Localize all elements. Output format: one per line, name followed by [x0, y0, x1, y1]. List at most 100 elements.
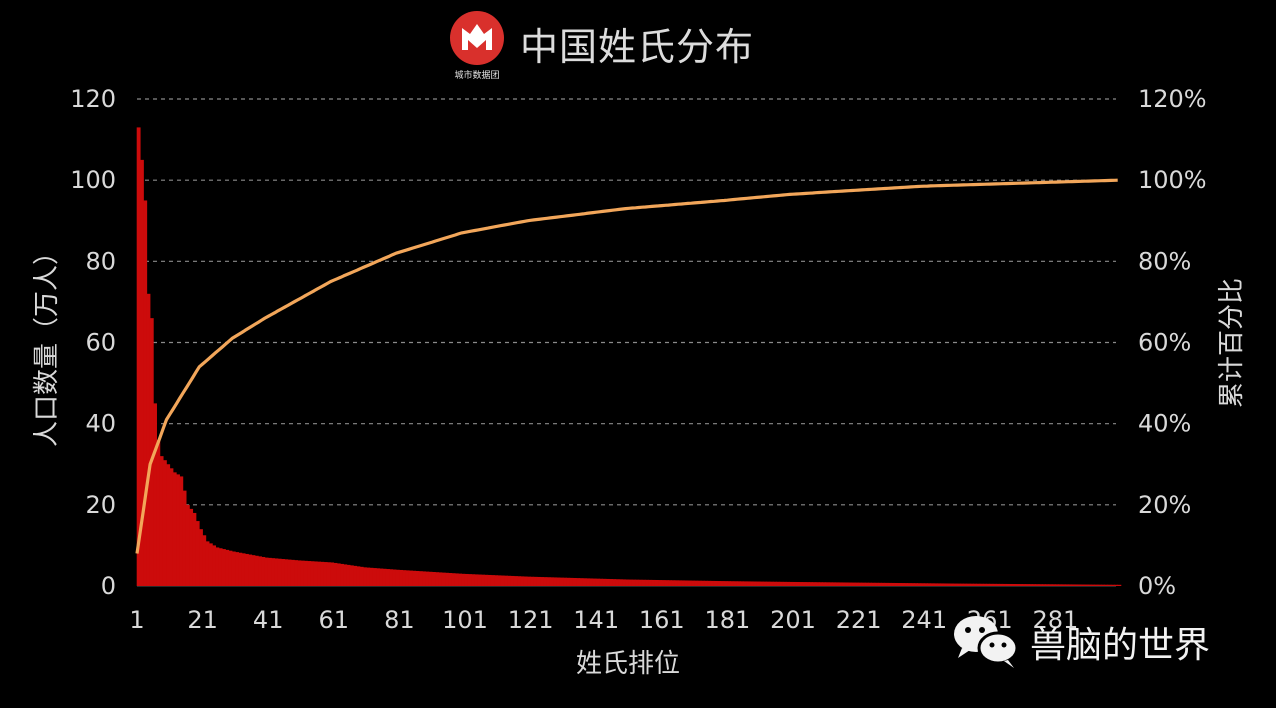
- bar: [795, 582, 800, 586]
- bar: [664, 580, 669, 586]
- bar: [592, 578, 597, 586]
- bar: [458, 573, 463, 586]
- bar: [1051, 584, 1056, 586]
- bar: [871, 582, 876, 586]
- bar: [425, 571, 430, 586]
- bar: [441, 572, 446, 586]
- bar: [149, 318, 154, 586]
- bar: [464, 573, 469, 586]
- bar: [710, 580, 715, 586]
- bar: [235, 552, 239, 586]
- bar: [717, 581, 722, 586]
- bar: [461, 573, 466, 586]
- bar: [654, 579, 659, 586]
- bar: [1104, 584, 1109, 586]
- bar: [927, 583, 932, 586]
- bar: [766, 581, 771, 586]
- bar: [510, 575, 515, 586]
- bar: [756, 581, 761, 586]
- bar: [300, 560, 305, 586]
- bar: [399, 569, 403, 586]
- bar: [750, 581, 754, 586]
- bar: [851, 582, 856, 586]
- y-right-tick-label: 120%: [1138, 85, 1207, 113]
- bar: [333, 562, 338, 586]
- bar: [720, 581, 725, 586]
- bar: [507, 575, 512, 586]
- x-axis-ticks: 121416181101121141161181201221241261281: [129, 606, 1078, 634]
- bar: [681, 580, 686, 586]
- bar: [244, 553, 249, 586]
- bar: [897, 583, 902, 586]
- bar: [907, 583, 912, 586]
- bar: [189, 508, 194, 586]
- bar: [832, 582, 836, 586]
- bar: [730, 581, 735, 586]
- watermark: 兽脑的世界: [948, 608, 1248, 672]
- bar: [723, 581, 728, 586]
- bar: [759, 581, 764, 586]
- bar: [405, 570, 410, 586]
- bar: [595, 578, 600, 586]
- bar: [599, 578, 604, 586]
- bar: [208, 543, 213, 586]
- x-tick-label: 121: [508, 606, 554, 634]
- bar: [1025, 584, 1030, 586]
- bar: [923, 583, 928, 586]
- bar: [536, 576, 541, 586]
- bar: [415, 570, 420, 586]
- bar: [713, 580, 718, 586]
- bar: [661, 580, 666, 586]
- bar: [900, 583, 905, 586]
- bar: [874, 582, 879, 586]
- bar: [658, 580, 663, 586]
- bar: [691, 580, 695, 586]
- bar: [582, 578, 587, 586]
- bar: [855, 582, 859, 586]
- bar: [185, 504, 190, 586]
- bar: [989, 583, 994, 586]
- bar: [602, 578, 607, 586]
- bar: [1048, 584, 1053, 586]
- bar: [546, 577, 551, 586]
- x-axis-title: 姓氏排位: [576, 649, 680, 679]
- bar: [1084, 584, 1089, 586]
- bar: [1061, 584, 1066, 586]
- x-tick-label: 21: [187, 606, 218, 634]
- bar: [182, 490, 187, 586]
- bar: [166, 464, 171, 586]
- bar: [612, 579, 617, 586]
- y-right-tick-label: 20%: [1138, 491, 1191, 519]
- bar: [481, 574, 485, 586]
- bar: [159, 456, 164, 586]
- bar: [950, 583, 955, 586]
- bar: [605, 578, 610, 586]
- cumulative-line-series: [135, 178, 1118, 554]
- bar: [625, 579, 630, 586]
- bar: [1110, 584, 1115, 586]
- x-tick-label: 141: [573, 606, 619, 634]
- bar: [566, 577, 571, 586]
- bar: [1041, 584, 1046, 586]
- bar: [645, 579, 649, 586]
- bar: [1022, 584, 1027, 586]
- bar: [336, 563, 341, 586]
- bar: [261, 556, 266, 586]
- bar: [274, 558, 279, 586]
- bar: [431, 571, 436, 586]
- bar: [1028, 584, 1033, 586]
- bar: [1055, 584, 1059, 586]
- bar: [933, 583, 938, 586]
- bar: [861, 582, 866, 586]
- x-tick-label: 41: [253, 606, 284, 634]
- bar: [815, 582, 820, 586]
- bar: [1091, 584, 1096, 586]
- bar: [704, 580, 709, 586]
- bar: [523, 576, 528, 586]
- bar: [221, 549, 226, 586]
- bar: [376, 568, 381, 586]
- bar: [356, 566, 361, 586]
- bar: [359, 566, 364, 586]
- bar: [241, 553, 246, 586]
- bar: [418, 571, 423, 586]
